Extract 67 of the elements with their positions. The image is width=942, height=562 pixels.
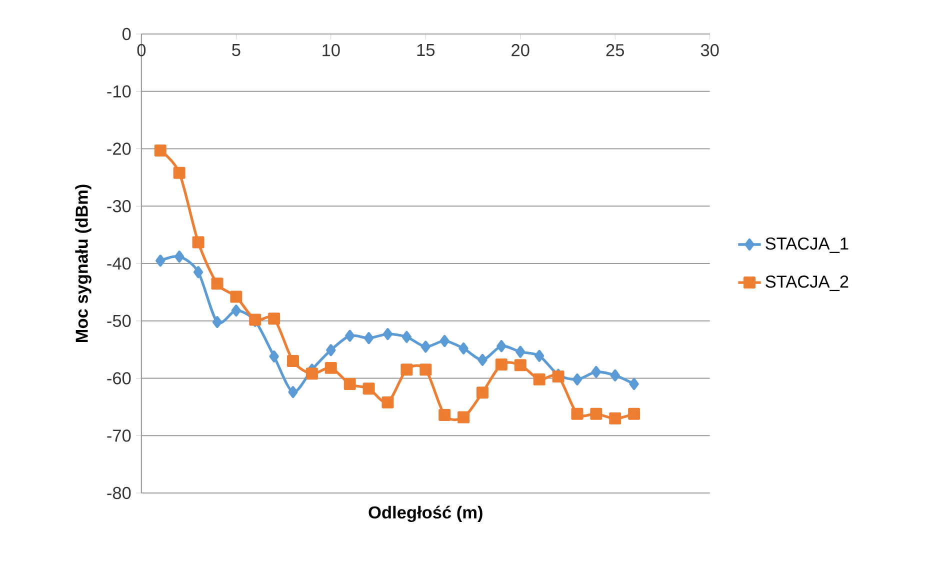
point [402,330,412,343]
point [610,369,620,382]
point [476,386,488,398]
point [628,408,640,420]
point [514,358,526,371]
y-tick-label: 0 [122,28,131,40]
y-tick-label: -50 [107,314,131,327]
point [533,373,546,386]
x-tick-label: 10 [322,44,340,56]
y-tick-label: -10 [107,85,131,98]
point [362,382,375,394]
point [212,316,222,328]
point [420,340,430,353]
x-tick-label: 5 [232,44,240,56]
point [173,166,186,179]
point [211,277,224,290]
point [438,408,451,421]
point [591,366,601,378]
point [344,378,356,390]
y-tick-label: -80 [107,486,131,499]
point [420,363,432,376]
point [571,408,584,420]
point [345,330,355,342]
x-tick-label: 30 [700,44,719,56]
point [154,144,166,156]
legend-label: STACJA_2 [766,275,848,291]
point [572,373,582,386]
point [400,363,413,376]
point [534,350,544,362]
x-axis-title: Odległość (m) [368,506,482,522]
point [326,344,336,356]
point [382,328,393,340]
point [230,290,242,303]
x-tick-label: 20 [512,44,530,56]
point [324,362,337,374]
point [629,378,639,390]
point [306,367,318,380]
y-axis-title: Moc sygnału (dBm) [75,184,92,342]
y-tick-label: -40 [107,257,131,270]
x-tick-label: 0 [137,44,146,56]
point [174,250,184,262]
point [231,304,242,316]
point [495,358,508,370]
point [440,334,450,347]
legend-label: STACJA_1 [766,237,848,253]
point [156,254,166,266]
point [269,350,279,362]
y-tick-label: -30 [107,200,131,212]
y-tick-label: -20 [107,142,131,155]
point [193,266,204,278]
point [288,386,298,398]
point [478,354,488,366]
x-tick-label: 15 [417,44,435,56]
point [192,236,204,248]
point [382,396,394,408]
point [364,332,374,344]
point [268,312,280,324]
y-tick-label: -60 [107,372,131,384]
point [458,411,470,424]
x-tick-label: 25 [606,44,624,56]
point [516,346,526,358]
point [609,412,622,424]
point [458,342,468,354]
y-tick-label: -70 [107,429,131,442]
point [496,340,506,352]
point [287,354,300,367]
point [590,408,602,420]
